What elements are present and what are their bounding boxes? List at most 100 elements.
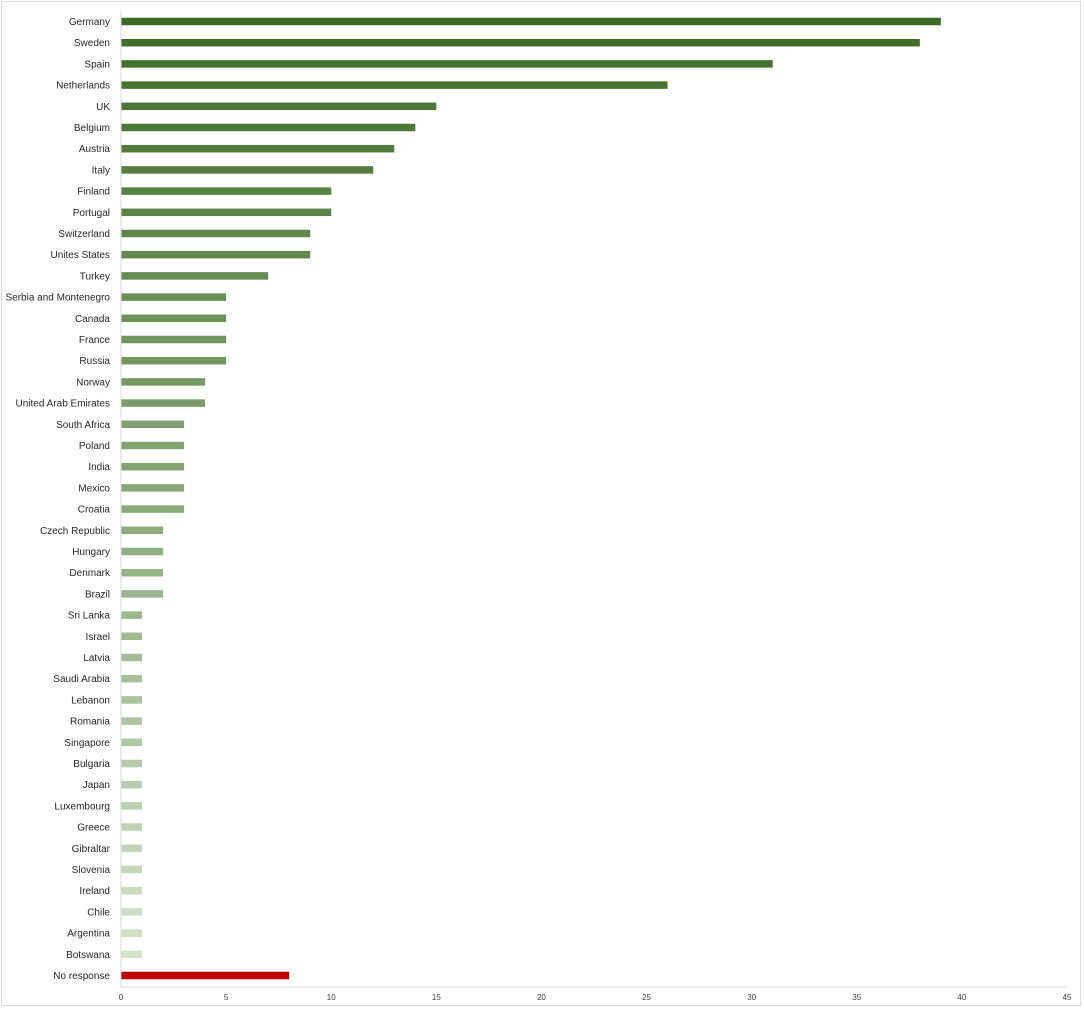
category-labels: Germany Sweden Spain Netherlands UK Belgium Au… xyxy=(5,17,111,982)
bar-luxembourg xyxy=(121,802,143,810)
x-tick-label: 35 xyxy=(852,993,861,1002)
bar-japan xyxy=(121,780,143,789)
category-label: Sweden xyxy=(74,38,110,49)
category-label: UK xyxy=(96,102,110,113)
bar-unites-states xyxy=(121,250,311,259)
x-tick-label: 40 xyxy=(957,993,966,1002)
bar-israel xyxy=(121,632,143,641)
x-tick-label: 30 xyxy=(747,993,756,1002)
category-label: Czech Republic xyxy=(40,526,110,537)
bar-finland xyxy=(121,187,332,195)
category-label: Belgium xyxy=(74,123,110,134)
category-label: Lebanon xyxy=(71,695,110,706)
category-label: Hungary xyxy=(72,547,110,558)
bar-brazil xyxy=(121,590,164,598)
category-label: Croatia xyxy=(78,505,111,516)
bar-india xyxy=(121,462,185,471)
category-label: Greece xyxy=(77,823,110,834)
bar-greece xyxy=(121,823,143,831)
bar-bulgaria xyxy=(121,759,143,768)
category-label: Argentina xyxy=(67,929,110,940)
category-label: Denmark xyxy=(69,568,111,579)
bar-argentina xyxy=(121,929,143,937)
x-tick-label: 15 xyxy=(432,993,441,1002)
bar-austria xyxy=(121,144,395,153)
category-label: Norway xyxy=(76,377,110,388)
category-label: Ireland xyxy=(79,886,110,897)
category-label: South Africa xyxy=(56,420,110,431)
bar-czech-republic xyxy=(121,526,164,535)
bar-latvia xyxy=(121,653,143,662)
category-label: Chile xyxy=(87,907,110,918)
bar-denmark xyxy=(121,568,164,577)
category-label: Portugal xyxy=(73,208,110,219)
bar-united-arab-emirates xyxy=(121,399,206,407)
bar-spain xyxy=(121,60,773,68)
category-label: Poland xyxy=(79,441,110,452)
category-label: Israel xyxy=(86,632,110,643)
bar-serbia-and-montenegro xyxy=(121,293,227,301)
category-label: Spain xyxy=(84,59,110,70)
category-label: Unites States xyxy=(51,250,110,261)
category-label: Austria xyxy=(79,144,111,155)
bar-belgium xyxy=(121,123,416,132)
category-label: Italy xyxy=(92,165,110,176)
category-label: Slovenia xyxy=(72,865,111,876)
category-label: Sri Lanka xyxy=(68,611,111,622)
bar-chile xyxy=(121,908,143,916)
bar-slovenia xyxy=(121,865,143,874)
category-label: France xyxy=(79,335,111,346)
bar-croatia xyxy=(121,505,185,513)
x-tick-label: 10 xyxy=(327,993,336,1002)
category-label: Bulgaria xyxy=(73,759,110,770)
bar-hungary xyxy=(121,547,164,556)
bar-poland xyxy=(121,441,185,450)
category-label: Luxembourg xyxy=(54,801,110,812)
bar-singapore xyxy=(121,738,143,747)
bar-romania xyxy=(121,717,143,725)
category-label: India xyxy=(88,462,110,473)
bar-italy xyxy=(121,166,374,174)
category-label: Latvia xyxy=(83,653,110,664)
x-tick-labels: 0 5 10 15 20 25 30 35 40 45 xyxy=(119,993,1072,1002)
x-tick-label: 5 xyxy=(224,993,229,1002)
category-label: Singapore xyxy=(64,738,110,749)
bar-ireland xyxy=(121,886,143,895)
bar-botswana xyxy=(121,950,143,959)
category-label: Switzerland xyxy=(58,229,110,240)
x-tick-label: 20 xyxy=(537,993,546,1002)
x-tick-label: 0 xyxy=(119,993,124,1002)
category-label: Germany xyxy=(69,17,110,28)
category-label: Botswana xyxy=(66,950,110,961)
category-label: Serbia and Montenegro xyxy=(5,293,110,304)
bar-gibraltar xyxy=(121,844,143,853)
bar-netherlands xyxy=(121,81,668,89)
category-label: Japan xyxy=(83,780,110,791)
bar-russia xyxy=(121,356,227,365)
bars-group xyxy=(121,17,941,980)
bar-south-africa xyxy=(121,420,185,429)
bar-mexico xyxy=(121,484,185,492)
bar-sweden xyxy=(121,38,920,47)
category-label: Gibraltar xyxy=(72,844,111,855)
bar-no-response xyxy=(121,971,290,980)
category-label: United Arab Emirates xyxy=(16,399,111,410)
bar-switzerland xyxy=(121,229,311,238)
category-label: Netherlands xyxy=(56,81,110,92)
bar-turkey xyxy=(121,272,269,280)
category-label: Brazil xyxy=(85,589,110,600)
category-label: Turkey xyxy=(80,271,110,282)
category-label: No response xyxy=(53,971,110,982)
category-label: Finland xyxy=(77,187,110,198)
bar-canada xyxy=(121,314,227,323)
category-label: Mexico xyxy=(78,483,110,494)
bar-uk xyxy=(121,102,437,111)
bar-portugal xyxy=(121,208,332,217)
category-label: Russia xyxy=(79,356,110,367)
category-label: Romania xyxy=(70,717,110,728)
bar-france xyxy=(121,335,227,344)
category-label: Saudi Arabia xyxy=(53,674,110,685)
bar-sri-lanka xyxy=(121,611,143,619)
